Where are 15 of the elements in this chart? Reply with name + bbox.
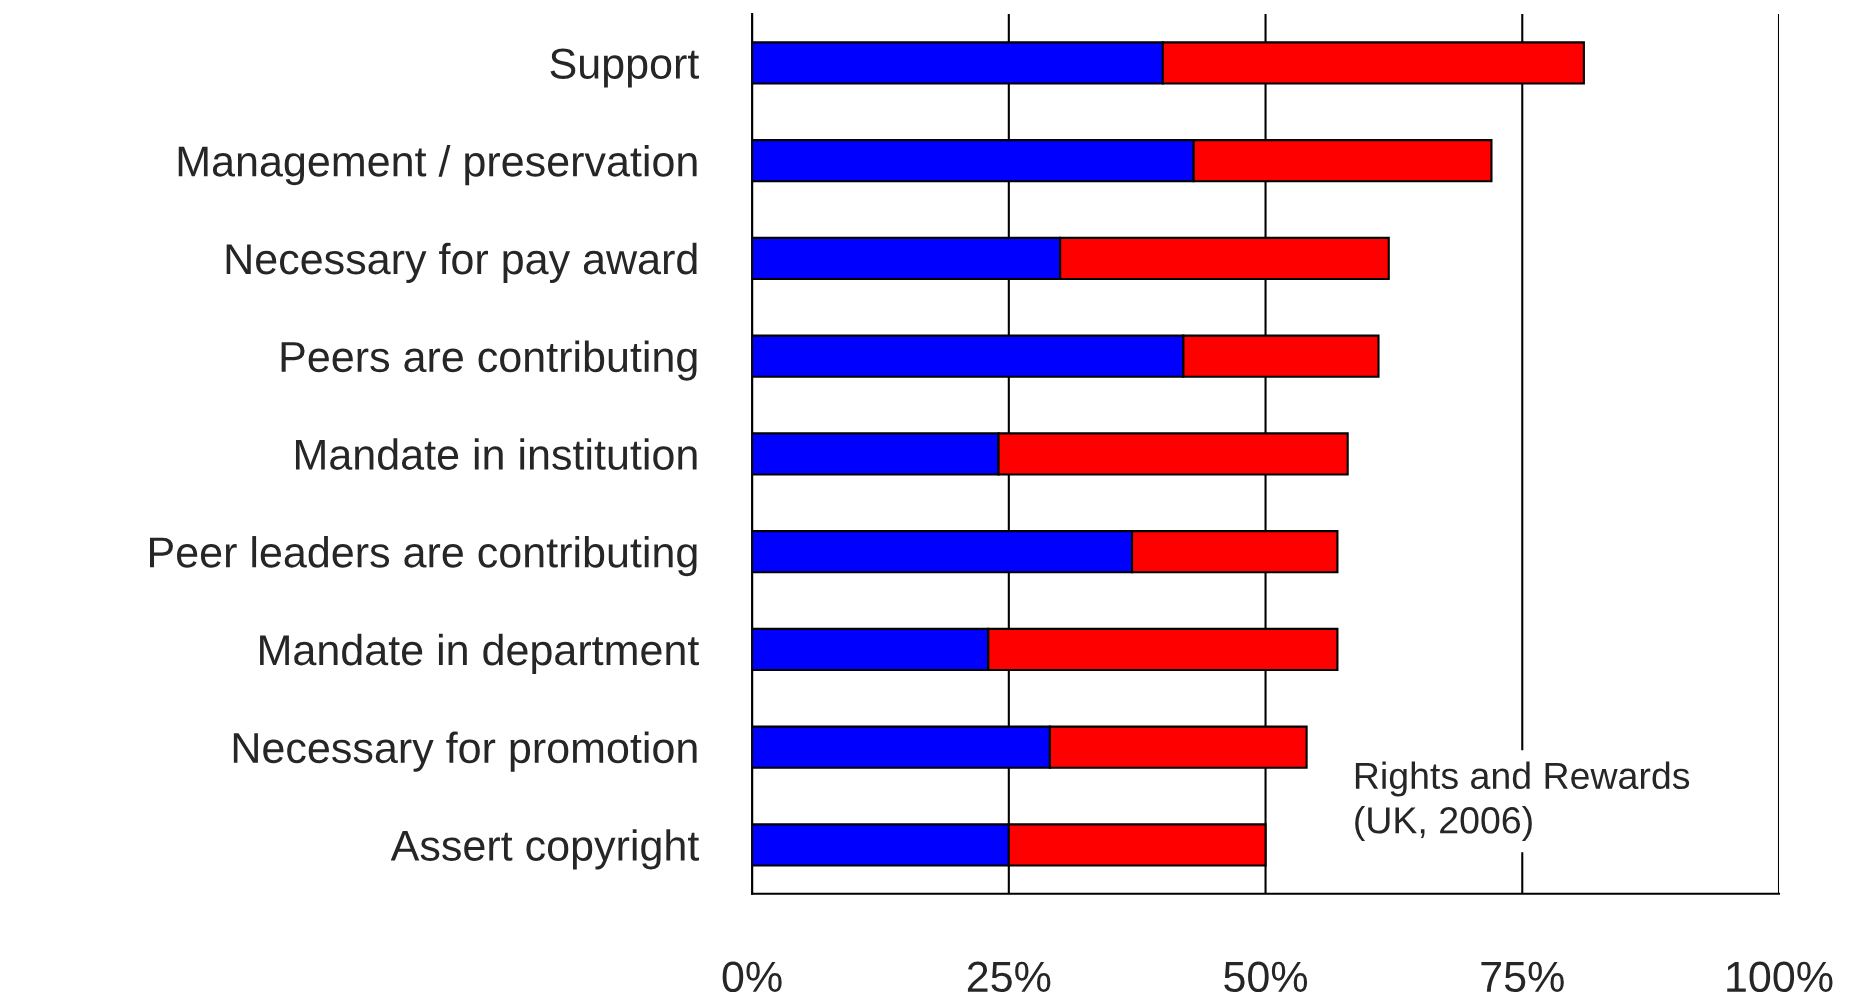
y-tick-label: Support [550, 48, 699, 88]
x-tick-label: 100% [1727, 961, 1833, 993]
y-tick-label: Mandate in department [260, 633, 700, 674]
y-tick-label: Peers are contributing [281, 340, 697, 381]
y-tick-label: Necessary for pay award [226, 242, 697, 283]
y-tick-label: Necessary for promotion [233, 731, 697, 772]
x-tick-label: 50% [1224, 961, 1308, 993]
y-tick-label: Mandate in institution [295, 438, 697, 470]
x-tick-label: 0% [722, 961, 782, 993]
y-tick-label: Peer leaders are contributing [150, 536, 697, 577]
x-tick-label: 25% [967, 961, 1051, 993]
annotation: Rights and Rewards (UK, 2006) [1355, 761, 1690, 841]
y-tick-label: Assert copyright [390, 829, 700, 870]
y-tick-label: Management / preservation [178, 145, 697, 186]
x-tick-label: 75% [1481, 961, 1564, 993]
